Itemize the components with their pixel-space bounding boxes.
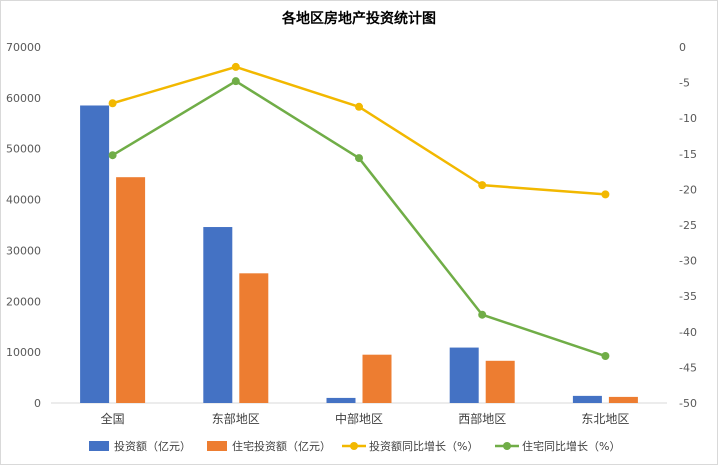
x-tick-label: 东北地区 (581, 412, 629, 426)
y-left-tick-label: 60000 (6, 92, 41, 105)
bar (80, 105, 110, 403)
bars (80, 105, 638, 403)
y-left-tick-label: 70000 (6, 41, 41, 54)
y-right-tick-label: -15 (679, 148, 697, 161)
legend-label: 住宅同比增长（%） (522, 439, 620, 453)
line-point (355, 154, 363, 163)
line-point (478, 310, 487, 319)
bar (116, 177, 146, 403)
legend-swatch (89, 441, 109, 451)
bar (203, 227, 233, 403)
bar (239, 273, 269, 403)
x-tick-label: 西部地区 (458, 411, 506, 426)
line-point (355, 102, 363, 111)
bar (572, 395, 602, 403)
y-left-tick-label: 40000 (6, 194, 41, 207)
lines (108, 62, 610, 361)
y-left-tick-label: 10000 (6, 346, 41, 359)
y-left-tick-label: 30000 (6, 244, 41, 257)
y-right-tick-label: -35 (679, 290, 697, 303)
line-point (601, 190, 610, 199)
bar (485, 360, 515, 403)
series-line (111, 79, 606, 358)
legend-label: 投资额（亿元） (114, 439, 191, 453)
y-right-tick-label: -5 (679, 77, 690, 90)
y-right-tick-label: 0 (679, 41, 686, 54)
legend-swatch-marker (350, 442, 358, 450)
chart-title: 各地区房地产投资统计图 (281, 10, 436, 27)
y-left-tick-label: 50000 (6, 143, 41, 156)
bar (326, 397, 356, 403)
series-line (112, 65, 606, 196)
line-point (478, 181, 487, 190)
y-right-tick-label: -50 (679, 397, 697, 410)
line-point (108, 99, 117, 108)
y-left-tick-label: 20000 (6, 295, 41, 308)
legend-swatch-marker (503, 442, 511, 450)
bar (608, 396, 638, 403)
x-tick-label: 东部地区 (212, 411, 260, 426)
x-tick-label: 全国 (101, 411, 125, 426)
legend-label: 投资额同比增长（%） (369, 439, 478, 453)
line-point (231, 62, 240, 71)
legend-swatch (207, 441, 227, 451)
axes: 0 10000 20000 30000 40000 50000 60000 70000 0 -5 -… (6, 41, 697, 426)
y-right-tick-label: -45 (679, 361, 697, 374)
bar (449, 347, 479, 403)
y-left-tick-label: 0 (34, 397, 41, 410)
line-point (108, 151, 117, 160)
line-point (231, 77, 240, 86)
line-point (601, 352, 610, 361)
legend-label: 住宅投资额（亿元） (232, 439, 331, 453)
x-tick-label: 中部地区 (335, 411, 383, 426)
y-right-tick-label: -20 (679, 183, 697, 196)
y-right-tick-label: -10 (679, 112, 697, 125)
legend: 投资额（亿元） 住宅投资额（亿元） 投资额同比增长（%） 住宅同比增长（%） (89, 439, 620, 453)
y-right-tick-label: -30 (679, 255, 697, 268)
y-right-tick-label: -40 (679, 326, 697, 339)
bar (362, 354, 392, 403)
y-right-tick-label: -25 (679, 219, 697, 232)
